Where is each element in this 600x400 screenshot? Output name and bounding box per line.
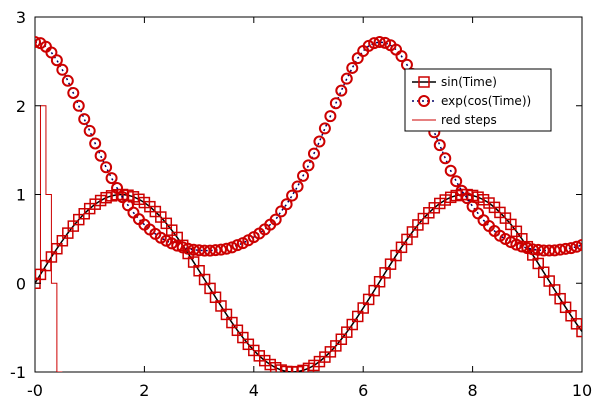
data-point-circle (78, 113, 91, 126)
data-point-circle (182, 242, 195, 255)
data-point-circle (50, 54, 63, 67)
data-point-circle (67, 86, 80, 99)
x-tick-label: 6 (358, 381, 368, 400)
data-point-circle (165, 237, 178, 250)
y-tick-label: 3 (16, 8, 26, 27)
data-point-circle (570, 240, 582, 253)
data-point-circle (461, 192, 474, 205)
data-point-circle (111, 182, 124, 195)
data-point-circle (89, 137, 102, 150)
data-point-circle (313, 135, 326, 148)
data-point-circle (346, 61, 359, 74)
y-tick-label: -1 (10, 363, 26, 382)
data-point-circle (340, 72, 353, 85)
data-point-circle (543, 244, 556, 257)
data-point-circle (329, 97, 342, 110)
axes: -0 2 4 6 8 10 -1 0 1 2 3 (10, 8, 592, 400)
data-point-circle (324, 110, 337, 123)
data-point-circle (225, 241, 238, 254)
data-point-square (269, 361, 282, 372)
x-tick-label: -0 (27, 381, 43, 400)
data-point-circle (565, 242, 578, 255)
data-point-circle (335, 84, 348, 97)
data-point-circle (286, 189, 299, 202)
data-point-circle (433, 139, 446, 152)
data-point-circle (61, 74, 74, 87)
series-step-line (35, 105, 63, 372)
data-point-circle (280, 198, 293, 211)
data-point-circle (45, 46, 58, 59)
data-point-circle (116, 191, 129, 204)
data-point-circle (214, 243, 227, 256)
data-point-circle (291, 180, 304, 193)
plot-area (35, 36, 582, 372)
data-point-circle (72, 99, 85, 112)
data-point-circle (521, 242, 534, 255)
legend-swatch-circle (418, 95, 430, 107)
data-point-circle (100, 161, 113, 174)
data-point-circle (559, 242, 572, 255)
data-point-circle (297, 169, 310, 182)
data-point-circle (231, 239, 244, 252)
data-point-circle (554, 243, 567, 256)
legend-label: exp(cos(Time)) (441, 94, 531, 108)
y-tick-label: 1 (16, 186, 26, 205)
y-tick-label: 0 (16, 274, 26, 293)
data-point-circle (94, 149, 107, 162)
data-point-square (275, 364, 287, 372)
legend-swatch-square (418, 76, 430, 88)
data-point-circle (373, 36, 386, 49)
data-point-circle (269, 213, 282, 226)
data-point-circle (450, 175, 463, 188)
data-point-circle (204, 244, 217, 257)
legend-label: red steps (441, 113, 497, 127)
x-tick-label: 8 (468, 381, 478, 400)
y-tick-label: 2 (16, 97, 26, 116)
data-point-circle (176, 241, 189, 254)
data-point-circle (56, 63, 69, 76)
data-point-circle (439, 152, 452, 165)
x-tick-label: 4 (249, 381, 259, 400)
data-point-circle (105, 172, 118, 185)
data-point-circle (444, 164, 457, 177)
data-point-circle (379, 36, 392, 49)
data-point-circle (220, 242, 233, 255)
data-point-circle (466, 200, 479, 213)
legend: sin(Time) exp(cos(Time)) red steps (404, 68, 552, 132)
data-point-circle (515, 240, 528, 253)
x-tick-label: 2 (139, 381, 149, 400)
data-point-circle (83, 124, 96, 137)
data-point-circle (526, 243, 539, 256)
data-point-circle (171, 239, 184, 252)
x-tick-label: 10 (572, 381, 592, 400)
legend-label: sin(Time) (441, 75, 497, 89)
data-point-circle (318, 122, 331, 135)
data-point-circle (395, 50, 408, 63)
data-point-circle (209, 244, 222, 257)
data-point-circle (510, 238, 523, 251)
data-point-circle (576, 239, 582, 251)
data-point-circle (548, 244, 561, 257)
data-point-circle (35, 36, 41, 49)
data-point-square (576, 325, 582, 338)
data-point-circle (307, 147, 320, 160)
data-point-circle (302, 159, 315, 172)
